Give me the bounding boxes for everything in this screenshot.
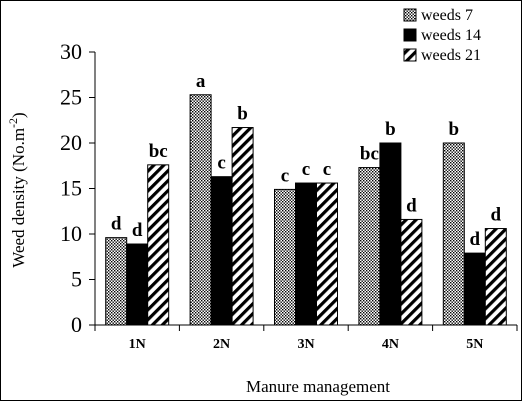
- significance-letter: c: [217, 153, 225, 174]
- legend-swatch: [403, 48, 417, 62]
- bar: [126, 243, 149, 326]
- y-tick-label: 15: [60, 176, 82, 201]
- bar: [442, 142, 465, 326]
- bar: [295, 182, 317, 326]
- y-axis: 0 5 10 15 20 25 30: [60, 39, 96, 337]
- significance-letter: c: [302, 159, 310, 180]
- bar: [316, 182, 338, 326]
- bar: [105, 237, 128, 326]
- legend-label: weeds 21: [421, 47, 481, 64]
- significance-letter: b: [237, 104, 248, 125]
- significance-letter: bc: [360, 144, 379, 165]
- x-axis: 1N 2N 3N 4N 5N: [94, 324, 518, 352]
- y-tick-label: 10: [60, 221, 82, 246]
- y-tick-label: 30: [60, 39, 82, 64]
- legend-swatch: [403, 28, 417, 42]
- bar: [400, 218, 423, 326]
- x-tick-label: 5N: [466, 337, 483, 352]
- significance-letter: d: [111, 214, 122, 235]
- bar: [210, 176, 233, 326]
- legend-label: weeds 7: [421, 7, 473, 24]
- significance-letter: bc: [149, 141, 168, 162]
- significance-letter: d: [470, 229, 481, 250]
- bar: [189, 94, 212, 326]
- legend-label: weeds 14: [421, 27, 481, 44]
- significance-letter: d: [406, 195, 417, 216]
- bar: [147, 164, 170, 326]
- legend: weeds 7 weeds 14 weeds 21: [403, 7, 481, 64]
- x-tick-label: 4N: [382, 337, 399, 352]
- x-axis-title: Manure management: [246, 377, 390, 396]
- significance-letter: c: [281, 165, 289, 186]
- legend-swatch: [403, 8, 417, 22]
- bar: [358, 167, 381, 326]
- y-axis-title-close: ): [9, 112, 28, 118]
- y-axis-title: Weed density (No.m-2): [6, 112, 28, 267]
- y-axis-title-sup: -2: [6, 118, 20, 128]
- significance-letter: a: [196, 71, 206, 92]
- y-tick-label: 0: [71, 312, 82, 337]
- x-tick-label: 1N: [129, 337, 146, 352]
- significance-letter: b: [449, 119, 460, 140]
- y-tick-label: 20: [60, 130, 82, 155]
- bar: [231, 127, 254, 326]
- bar: [379, 142, 402, 326]
- x-tick-label: 2N: [213, 337, 230, 352]
- bar: [274, 188, 296, 326]
- y-tick-label: 5: [71, 267, 82, 292]
- bar: [484, 228, 507, 326]
- y-tick-label: 25: [60, 85, 82, 110]
- significance-letter: b: [385, 119, 396, 140]
- significance-letter: d: [491, 205, 502, 226]
- x-tick-label: 3N: [297, 337, 314, 352]
- significance-letter: d: [132, 220, 143, 241]
- bar: [463, 252, 486, 326]
- y-axis-title-base: Weed density (No.m: [9, 128, 28, 268]
- significance-letter: c: [323, 159, 331, 180]
